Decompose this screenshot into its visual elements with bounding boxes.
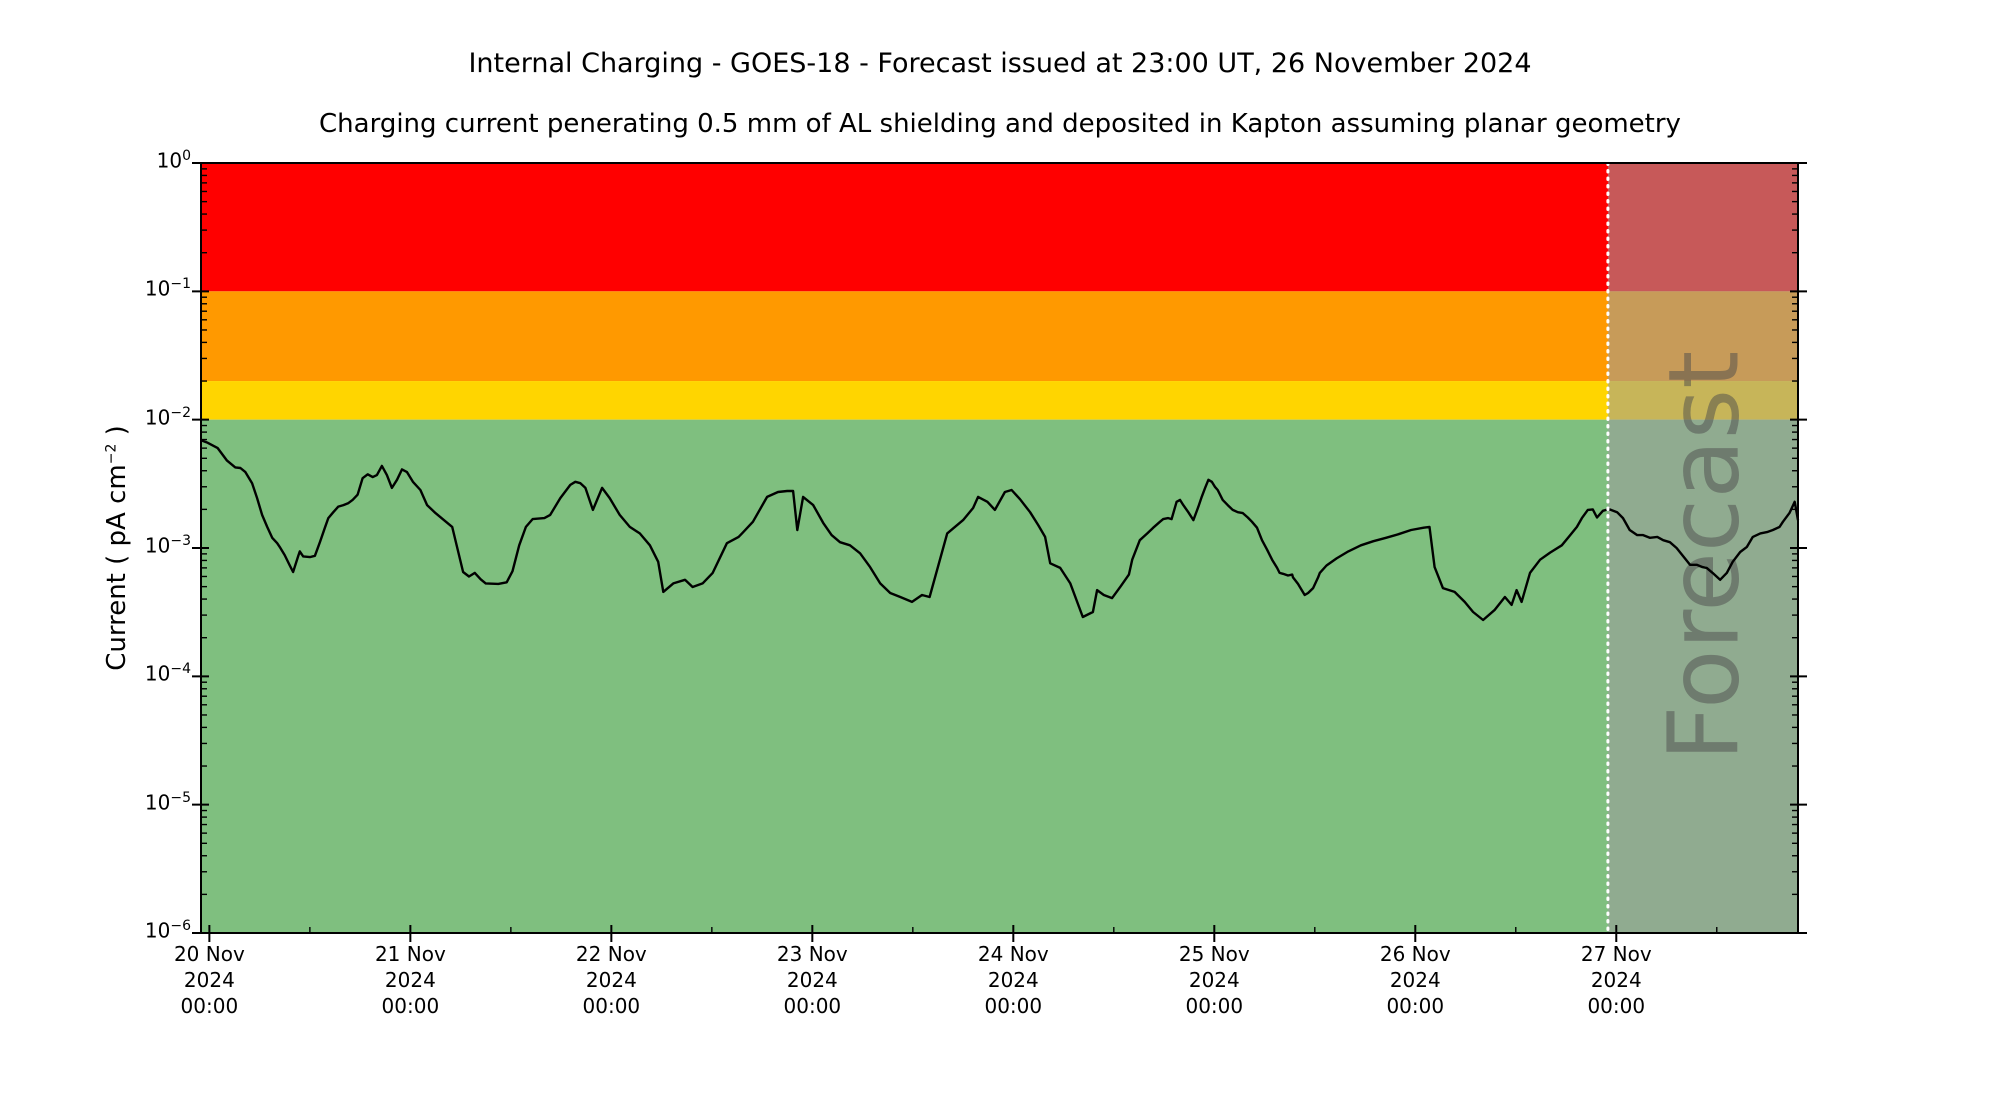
x-tick-label-21-nov: 21 Nov 2024 00:00 xyxy=(374,942,446,1018)
x-tick-label-24-nov: 24 Nov 2024 00:00 xyxy=(977,942,1049,1018)
chart-subtitle: Charging current penerating 0.5 mm of AL… xyxy=(319,109,1681,139)
y-tick-label-1e-3: 10−3 xyxy=(144,533,191,558)
band-green xyxy=(201,419,1798,934)
series-observed xyxy=(200,439,1609,622)
y-tick-label-1e-1: 10−1 xyxy=(144,276,191,301)
x-tick-label-23-nov: 23 Nov 2024 00:00 xyxy=(776,942,848,1018)
series-forecast xyxy=(1607,500,1800,581)
band-orange xyxy=(201,291,1798,382)
y-tick-label-1e-5: 10−5 xyxy=(144,789,191,815)
y-tick-label-1e-6: 10−6 xyxy=(144,918,191,943)
x-tick-label-22-nov: 22 Nov 2024 00:00 xyxy=(575,942,647,1018)
x-tick-label-25-nov: 25 Nov 2024 00:00 xyxy=(1178,942,1250,1018)
x-tick-label-20-nov: 20 Nov 2024 00:00 xyxy=(173,942,245,1018)
page-title: Internal Charging - GOES-18 - Forecast i… xyxy=(468,48,1532,79)
band-red xyxy=(201,163,1798,292)
x-tick-label-26-nov: 26 Nov 2024 00:00 xyxy=(1379,942,1451,1018)
forecast-overlay xyxy=(1607,163,1798,933)
y-tick-label-1e-4: 10−4 xyxy=(144,661,191,686)
y-tick-label-1e-2: 10−2 xyxy=(144,404,191,430)
y-tick-label-1e0: 100 xyxy=(156,148,191,173)
band-yellow xyxy=(201,381,1798,420)
forecast-watermark: Forecast xyxy=(1647,351,1760,761)
x-tick-label-27-nov: 27 Nov 2024 00:00 xyxy=(1580,942,1652,1018)
